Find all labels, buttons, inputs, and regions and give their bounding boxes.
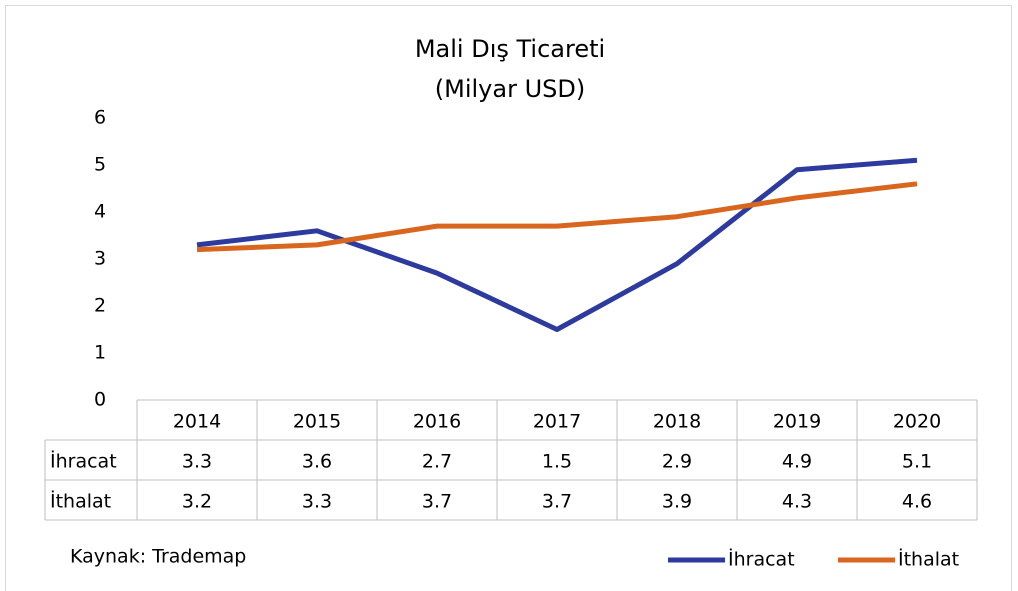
y-tick-label: 4	[94, 201, 106, 223]
series-line	[196, 181, 918, 253]
y-tick-label: 2	[94, 295, 106, 317]
table-cell: 3.7	[542, 491, 572, 513]
chart-subtitle: (Milyar USD)	[435, 75, 585, 103]
table-cell: 4.9	[782, 451, 812, 473]
table-cell: 3.3	[302, 491, 332, 513]
table-cell: 3.2	[182, 491, 212, 513]
table-cell: 4.6	[902, 491, 932, 513]
table-cell: 5.1	[902, 451, 932, 473]
table-row-label: İthalat	[50, 490, 111, 513]
y-tick-label: 3	[94, 248, 106, 270]
table-cell: 3.9	[662, 491, 692, 513]
chart-frame	[5, 5, 1012, 591]
source-note: Kaynak: Trademap	[70, 546, 246, 568]
y-tick-label: 0	[94, 389, 106, 411]
table-cell: 3.3	[182, 451, 212, 473]
table-row-label: İhracat	[50, 450, 117, 473]
x-tick-label: 2014	[173, 411, 221, 433]
table-cell: 4.3	[782, 491, 812, 513]
table-cell: 3.6	[302, 451, 332, 473]
y-tick-label: 5	[94, 154, 106, 176]
table-cell: 2.7	[422, 451, 452, 473]
x-tick-label: 2020	[893, 411, 941, 433]
x-tick-label: 2018	[653, 411, 701, 433]
series-line	[196, 157, 918, 332]
table-cell: 3.7	[422, 491, 452, 513]
x-tick-label: 2015	[293, 411, 341, 433]
chart-title: Mali Dış Ticareti	[415, 35, 605, 63]
y-tick-label: 6	[94, 107, 106, 129]
x-tick-label: 2017	[533, 411, 581, 433]
legend-label: İhracat	[728, 548, 795, 571]
table-cell: 1.5	[542, 451, 572, 473]
y-tick-label: 1	[94, 342, 106, 364]
x-tick-label: 2016	[413, 411, 461, 433]
x-tick-label: 2019	[773, 411, 821, 433]
legend-label: İthalat	[898, 548, 959, 571]
table-cell: 2.9	[662, 451, 692, 473]
